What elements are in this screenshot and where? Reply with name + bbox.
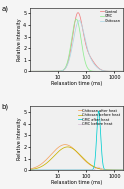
X-axis label: Relaxation time (ms): Relaxation time (ms) [51,81,102,86]
Y-axis label: Relative intensity: Relative intensity [17,117,22,160]
Chitosan before heat [122,169,124,171]
Chitosan after heat [105,169,106,171]
Chitosan before heat [73,148,75,150]
Text: b): b) [2,104,9,110]
CMC before heat [122,169,124,171]
Control [76,14,77,17]
Chitosan [34,70,35,72]
CMC after heat [73,169,75,171]
CMC after heat [34,169,35,171]
Chitosan before heat [76,150,77,153]
Chitosan after heat [73,148,75,150]
Chitosan after heat [122,169,124,171]
Chitosan before heat [34,168,35,170]
Control [34,70,35,72]
Control [29,70,31,72]
Chitosan [78,19,80,22]
CMC before heat [73,169,75,171]
X-axis label: Relaxation time (ms): Relaxation time (ms) [51,180,102,185]
Chitosan [29,70,31,72]
CMC after heat [105,169,106,171]
CMC before heat [122,169,124,171]
CMC after heat [98,110,99,112]
CMC after heat [122,169,124,171]
Control [105,70,106,72]
Chitosan before heat [105,168,106,171]
CMC before heat [76,169,77,171]
Chitosan [122,70,124,72]
Chitosan [105,70,106,72]
Control [122,70,124,72]
CMC before heat [97,166,99,168]
Chitosan before heat [67,146,68,148]
Line: Chitosan before heat: Chitosan before heat [30,147,124,170]
CMC after heat [29,169,31,171]
Line: CMC after heat: CMC after heat [30,111,124,170]
Chitosan after heat [76,150,77,153]
CMC after heat [122,169,124,171]
CMC before heat [29,169,31,171]
Line: CMC before heat: CMC before heat [30,167,124,170]
Chitosan [76,25,77,27]
Line: CMC: CMC [30,19,124,71]
Line: Chitosan: Chitosan [30,21,124,71]
Y-axis label: Relative intensity: Relative intensity [17,18,22,61]
Chitosan before heat [122,169,124,171]
CMC [122,70,124,72]
Chitosan before heat [29,169,31,171]
Line: Control: Control [30,13,124,71]
CMC [34,70,35,72]
CMC after heat [76,169,77,171]
CMC [29,70,31,72]
CMC [105,70,106,72]
Text: a): a) [2,5,9,12]
Control [122,70,124,72]
CMC [76,18,77,20]
CMC before heat [34,169,35,171]
Legend: Control, CMC, Chitosan: Control, CMC, Chitosan [100,9,121,23]
CMC [73,25,75,27]
Chitosan after heat [29,168,31,170]
Chitosan after heat [64,143,66,146]
Control [73,28,75,30]
Line: Chitosan after heat: Chitosan after heat [30,145,124,170]
Chitosan after heat [122,169,124,171]
Chitosan [122,70,124,72]
Control [77,12,79,14]
Legend: Chitosan after heat, Chitosan before heat, CMC after heat, CMC before heat: Chitosan after heat, Chitosan before hea… [78,108,121,126]
Chitosan [73,37,75,39]
CMC before heat [105,169,106,171]
Chitosan after heat [34,167,35,169]
CMC [122,70,124,72]
CMC [76,18,77,20]
